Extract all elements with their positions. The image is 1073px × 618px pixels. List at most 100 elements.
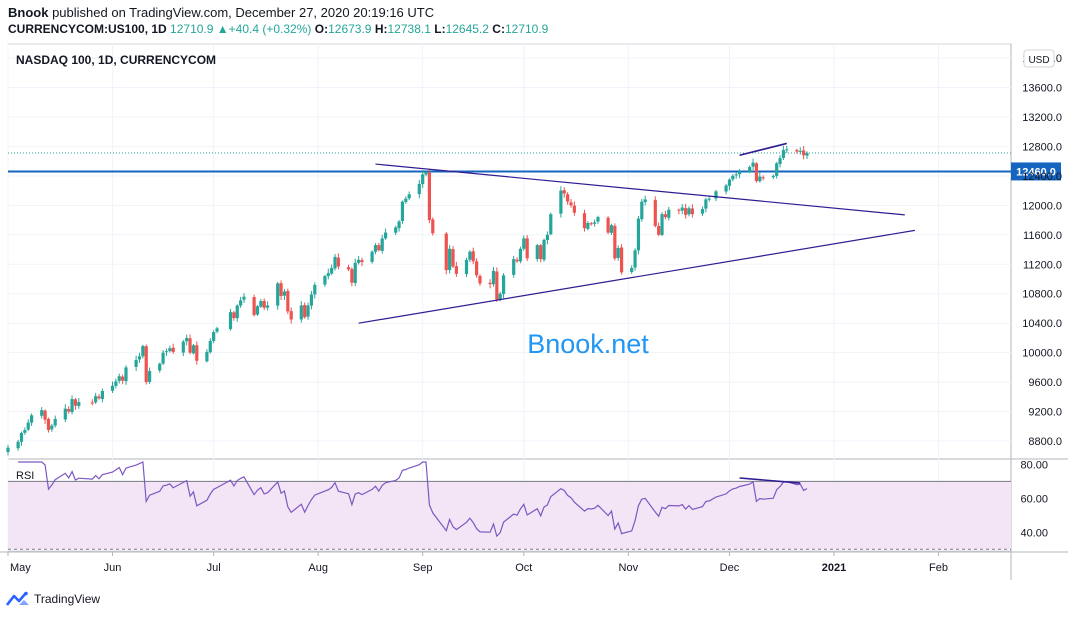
candle-body xyxy=(758,176,762,182)
candle-body xyxy=(6,447,10,453)
candle-body xyxy=(680,207,684,211)
candle-body xyxy=(653,199,657,226)
candle-body xyxy=(593,222,597,224)
change-arrow-icon: ▲ xyxy=(216,22,229,36)
candle-body xyxy=(262,300,266,308)
open-label: O: xyxy=(314,22,329,36)
rsi-tick-label: 60.00 xyxy=(1020,493,1048,505)
candle-body xyxy=(212,332,216,342)
candle-body xyxy=(147,371,152,382)
watermark-text: Bnook.net xyxy=(527,329,649,359)
candle-body xyxy=(94,396,98,403)
candle-body xyxy=(512,259,516,275)
candle-body xyxy=(73,399,78,406)
candle-body xyxy=(26,422,30,430)
candle-body xyxy=(684,208,688,215)
price-tick-label: 9200.0 xyxy=(1028,407,1062,419)
candle-body xyxy=(353,262,357,283)
candle-body xyxy=(427,172,432,221)
candle-body xyxy=(471,251,475,262)
candle-body xyxy=(802,150,806,156)
candle-body xyxy=(100,390,104,399)
candle-body xyxy=(215,328,219,332)
candle-body xyxy=(137,356,142,360)
candle-body xyxy=(114,381,118,386)
candle-body xyxy=(562,190,566,194)
candle-body xyxy=(252,297,256,316)
candle-body xyxy=(778,158,782,165)
candle-body xyxy=(613,225,617,259)
candle-body xyxy=(734,174,738,176)
candle-body xyxy=(795,150,799,152)
candle-body xyxy=(397,221,401,229)
candle-body xyxy=(687,208,691,215)
candle-body xyxy=(350,269,354,283)
candle-body xyxy=(50,425,54,430)
candle-body xyxy=(134,360,138,367)
candle-body xyxy=(313,284,317,295)
trendline-descending-resistance xyxy=(375,163,905,216)
price-tick-label: 11200.0 xyxy=(1023,259,1062,271)
candle-body xyxy=(259,301,263,307)
low-value: 12645.2 xyxy=(445,22,489,36)
candle-body xyxy=(400,201,405,222)
currency-label: USD xyxy=(1028,55,1049,66)
candle-body xyxy=(303,305,307,318)
price-tick-label: 8800.0 xyxy=(1028,436,1062,448)
candle-body xyxy=(488,282,492,285)
price-tick-label: 10800.0 xyxy=(1022,289,1062,301)
time-tick-label: Nov xyxy=(619,562,639,574)
last-price: 12710.9 xyxy=(170,22,214,36)
candle-body xyxy=(67,409,71,412)
candle-body xyxy=(491,270,496,285)
trendline-price-divergence xyxy=(739,142,787,157)
time-tick-label: Jul xyxy=(207,562,221,574)
candle-body xyxy=(185,337,189,342)
time-tick-label: Oct xyxy=(515,562,532,574)
candle-body xyxy=(117,376,121,381)
candle-body xyxy=(289,311,293,320)
candle-body xyxy=(421,174,425,185)
candle-body xyxy=(468,251,472,260)
candle-body xyxy=(798,150,802,152)
candle-body xyxy=(475,261,479,276)
candle-body xyxy=(286,290,290,312)
candle-body xyxy=(330,267,334,274)
footer-brand[interactable]: TradingView xyxy=(34,592,101,606)
candle-body xyxy=(239,300,243,306)
candle-body xyxy=(205,351,209,362)
time-tick-label: Jun xyxy=(104,562,122,574)
footer: TradingView xyxy=(6,591,100,607)
candle-body xyxy=(640,201,644,220)
rsi-title: RSI xyxy=(16,470,34,482)
close-label: C: xyxy=(492,22,505,36)
high-label: H: xyxy=(374,22,388,36)
candle-body xyxy=(373,245,378,252)
candle-body xyxy=(188,338,192,353)
level-price-label: 12460.0 xyxy=(1016,166,1056,178)
rsi-tick-label: 80.00 xyxy=(1020,459,1048,471)
candle-body xyxy=(90,402,94,404)
candle-body xyxy=(191,345,196,354)
candle-body xyxy=(431,219,435,234)
rsi-divergence-line xyxy=(739,477,801,484)
candle-body xyxy=(785,149,789,151)
candle-body xyxy=(663,214,668,218)
candle-body xyxy=(566,194,570,202)
candle-body xyxy=(377,245,381,251)
candle-body xyxy=(181,341,185,353)
candle-body xyxy=(171,347,175,352)
candle-body xyxy=(704,199,708,209)
time-tick-label: May xyxy=(10,562,31,574)
price-tick-label: 12400.0 xyxy=(1022,171,1062,183)
candle-body xyxy=(394,227,398,233)
candle-body xyxy=(677,209,681,211)
candle-body xyxy=(424,172,428,175)
candle-body xyxy=(454,266,458,274)
candle-body xyxy=(158,363,162,371)
candle-body xyxy=(282,291,287,296)
currency-badge xyxy=(1023,49,1055,68)
candle-body xyxy=(633,250,637,268)
candle-body xyxy=(46,419,51,431)
